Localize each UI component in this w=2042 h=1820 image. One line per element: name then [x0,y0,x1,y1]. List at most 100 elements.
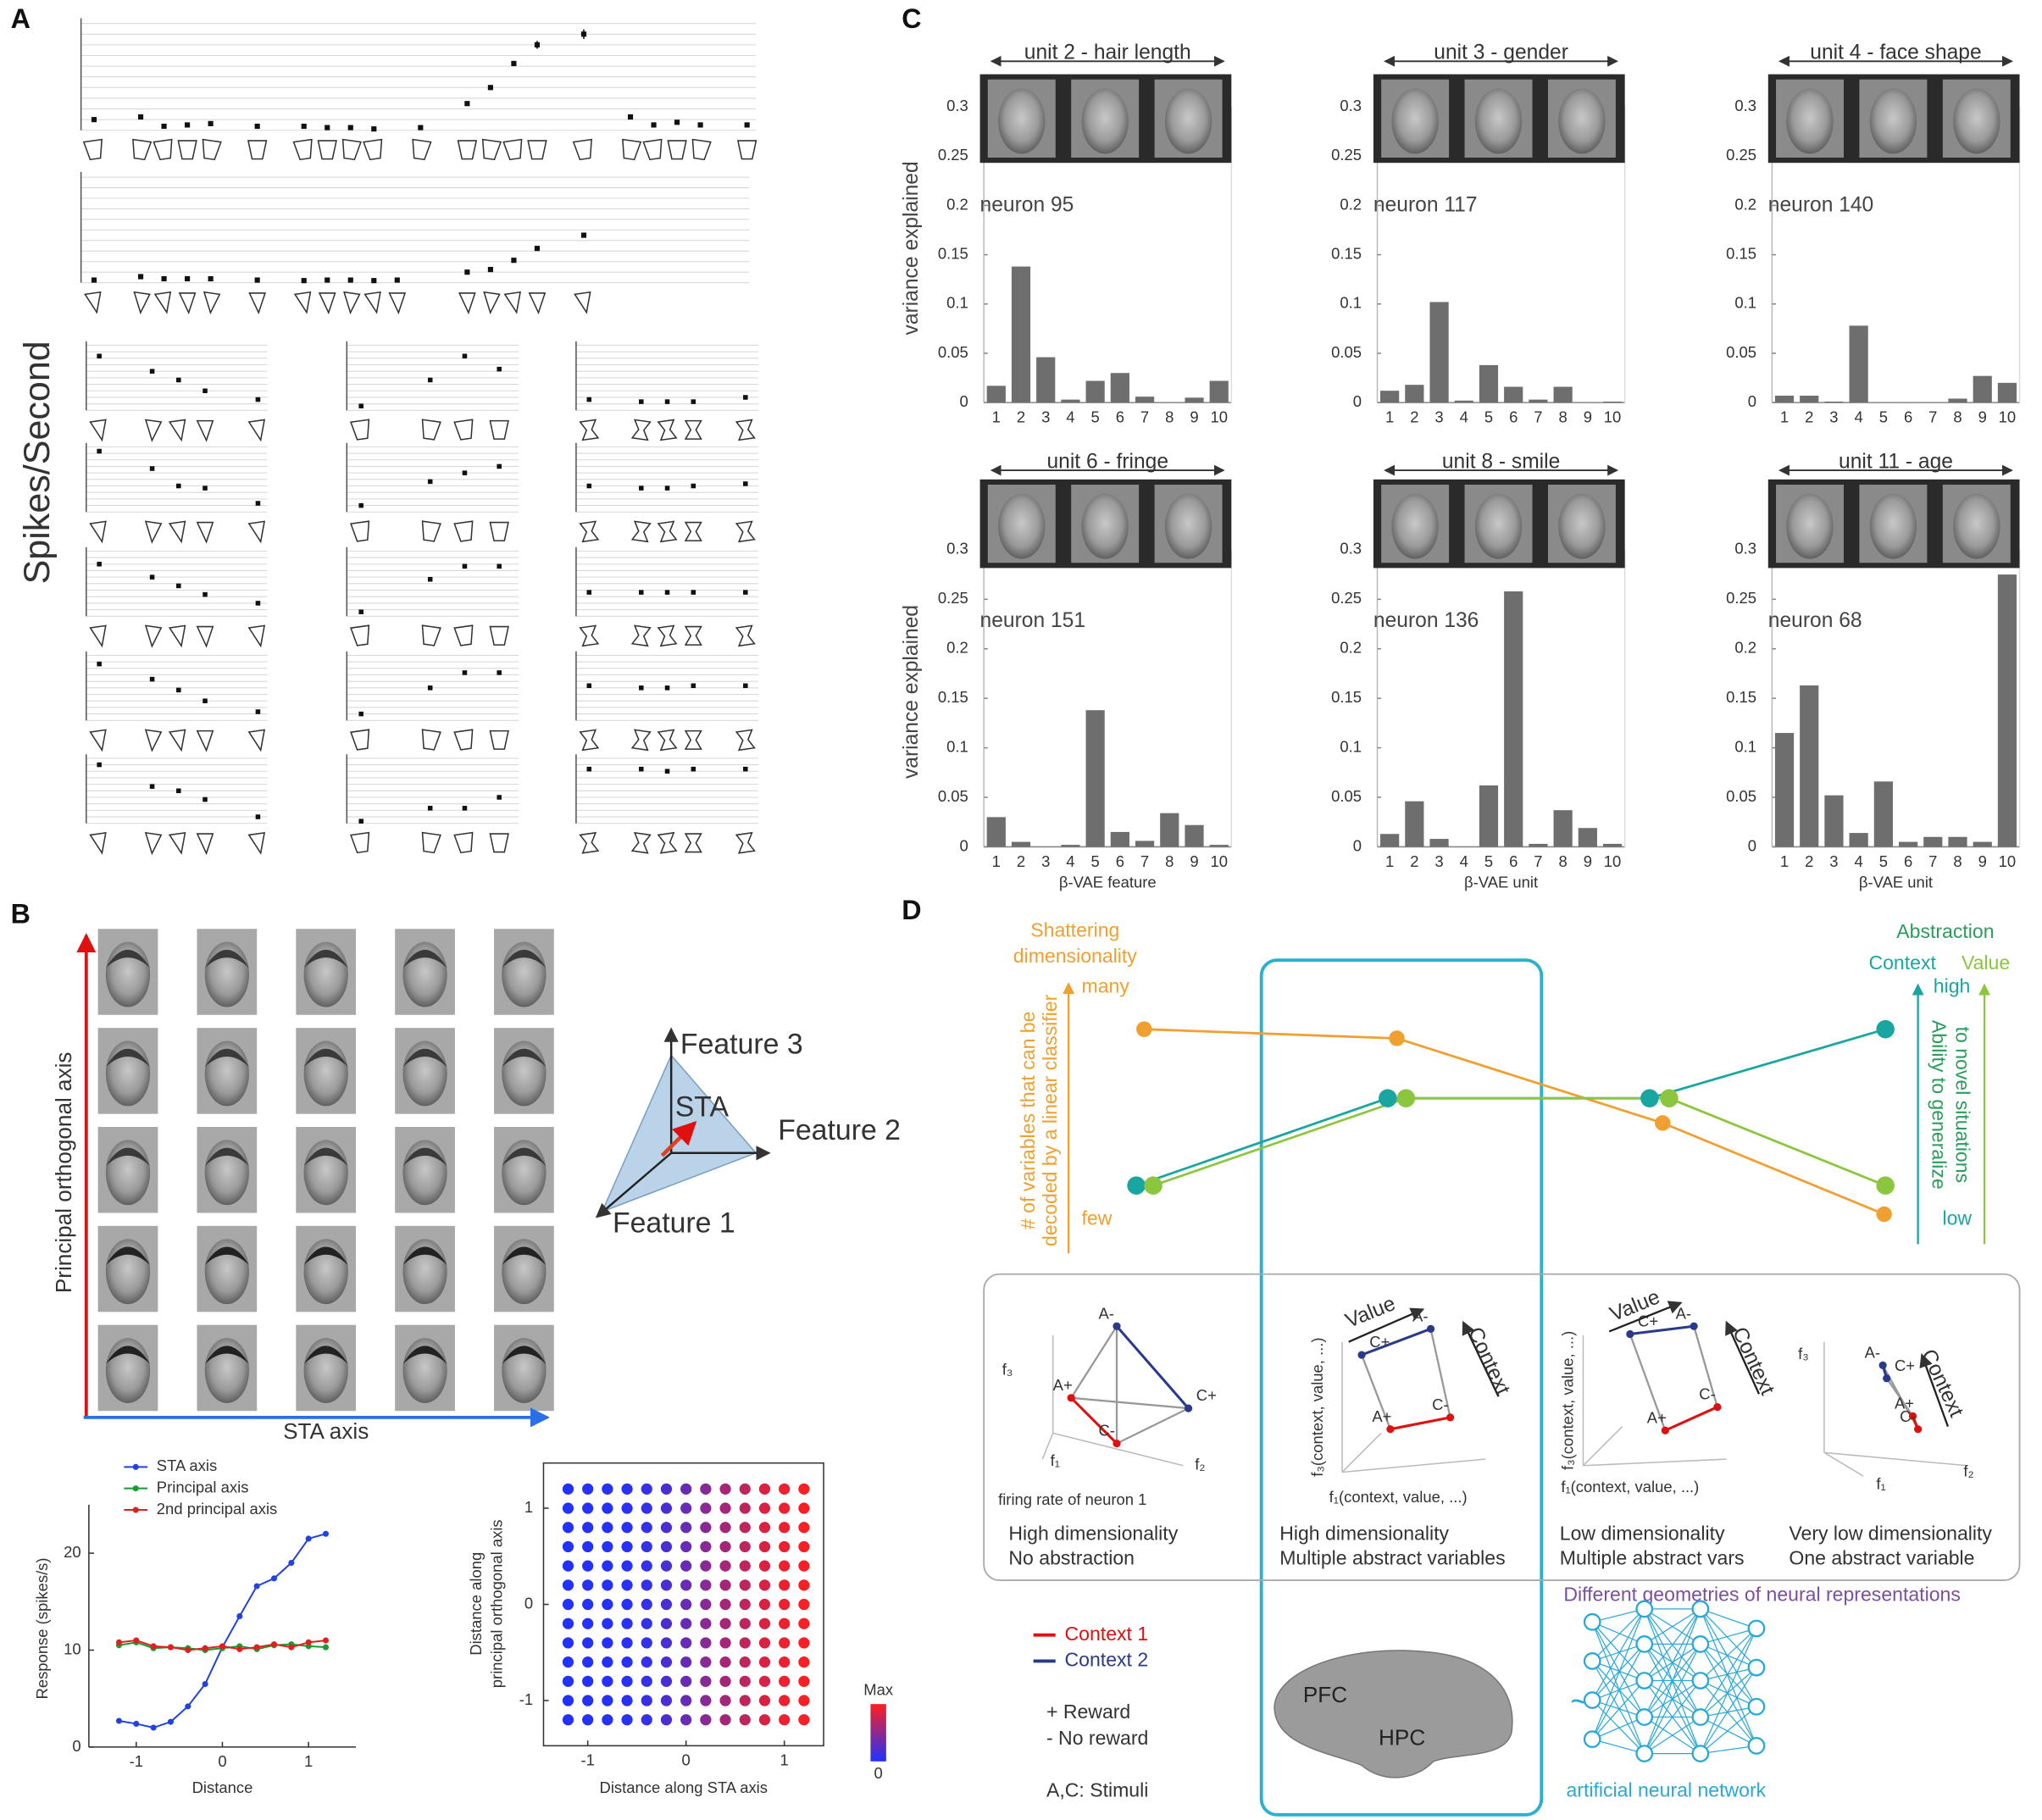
data-point [358,609,363,614]
grid-point [798,1502,810,1514]
point-label: A+ [1647,1408,1667,1426]
legend-swatch [132,1485,139,1492]
data-point [91,277,97,283]
x-tick-label: 9 [1584,408,1592,425]
legend-label: Principal axis [157,1479,249,1496]
grid-point [758,1714,771,1726]
x-tick-label: 1 [1780,852,1789,870]
network-node [1583,1691,1601,1709]
point-label: C+ [1638,1312,1658,1330]
bar [1454,400,1473,403]
hair [204,1147,249,1167]
grid-point [700,1675,712,1687]
face [1474,493,1523,559]
x-tick-label: 6 [1509,852,1518,870]
x-axis-label: Distance along STA axis [600,1778,768,1796]
y-tick-label: 0 [959,392,968,410]
y-tick-label: 20 [64,1543,81,1561]
data-point [149,574,155,580]
grid-point [700,1540,712,1553]
network-edge [1644,1644,1701,1754]
grid-point [779,1483,791,1495]
axis-end: many [1081,975,1129,997]
face [1786,88,1834,154]
y-tick-label: 0.15 [938,688,968,706]
y-tick-label: 0.05 [1726,787,1756,805]
stimulus-icon [247,729,266,752]
grid-point [660,1617,673,1629]
hair [105,1246,151,1265]
geometry-point [1914,1425,1923,1434]
x-tick-label: 1 [1385,852,1394,870]
y-tick-label: 0.25 [1726,146,1756,164]
x-tick-label: 10 [1999,408,2017,425]
stimulus-icon [153,291,172,314]
geometry-caption: Multiple abstract vars [1560,1547,1745,1569]
grid-point [779,1675,791,1687]
stimulus-icon [168,520,186,544]
series-point [219,1643,225,1650]
y-tick-label: 0 [959,836,968,854]
geometry-point [1386,1425,1395,1434]
x-tick-label: 2 [1410,852,1418,870]
point-label: C- [1098,1422,1114,1440]
stimulus-icon [350,831,370,854]
data-point [91,117,97,123]
point-label: C- [1900,1407,1916,1425]
x-tick-label: 7 [1534,852,1542,870]
bar [1774,395,1795,403]
x-axis-label: β-VAE unit [1464,873,1538,891]
x-tick-label: 1 [1780,408,1789,425]
axis-title: dimensionality [1013,945,1138,967]
grid-point [621,1656,633,1668]
panel-label: C [902,3,921,34]
stimulus-icon [153,138,173,161]
y-tick-label: 0.2 [1734,195,1756,213]
network-node [1635,1600,1654,1618]
data-point [497,463,502,469]
y-tick-label: 0.2 [1734,639,1756,657]
geometry-point [1690,1322,1698,1330]
network-edge [1644,1680,1701,1754]
bar [1135,397,1155,403]
axis-label: # of variables that can be [1017,1012,1039,1230]
point-label: A+ [1372,1407,1391,1425]
data-point [255,709,261,714]
y-tick-label: 0.2 [1340,195,1362,213]
network-edge [1700,1608,1757,1746]
grid-point [739,1540,751,1553]
bar [1948,836,1967,847]
stimulus-icon [247,520,266,544]
grid-point [779,1579,791,1591]
stimulus-icon [293,291,312,314]
network-edge [1700,1667,1757,1682]
x-tick-label: 7 [1140,852,1149,870]
stimulus-icon [458,292,476,315]
series-point [115,1639,122,1645]
stimulus-icon [178,292,197,315]
grid-point [700,1637,712,1649]
grid-point [700,1522,712,1534]
network-edge [1591,1622,1645,1754]
network-edge [1592,1608,1645,1623]
grid-point [582,1522,594,1534]
bar [1602,843,1623,847]
grid-point [641,1617,652,1629]
x-tick-label: 5 [1484,408,1493,425]
grid-point [602,1714,613,1726]
network-node [1583,1612,1601,1631]
x-tick-label: 6 [1904,852,1912,870]
annotation: neuron 95 [980,193,1074,216]
grid-point [582,1656,594,1668]
colorbar-label: 0 [874,1764,883,1782]
y-tick-label: 0.3 [1340,97,1362,114]
stimulus-icon [132,138,153,161]
series-point [322,1530,330,1537]
stimulus-icon [133,291,151,315]
grid-point [700,1695,712,1706]
data-point [497,563,502,569]
grid-point [641,1695,652,1706]
stimulus-icon [196,833,214,856]
data-point [511,258,517,264]
